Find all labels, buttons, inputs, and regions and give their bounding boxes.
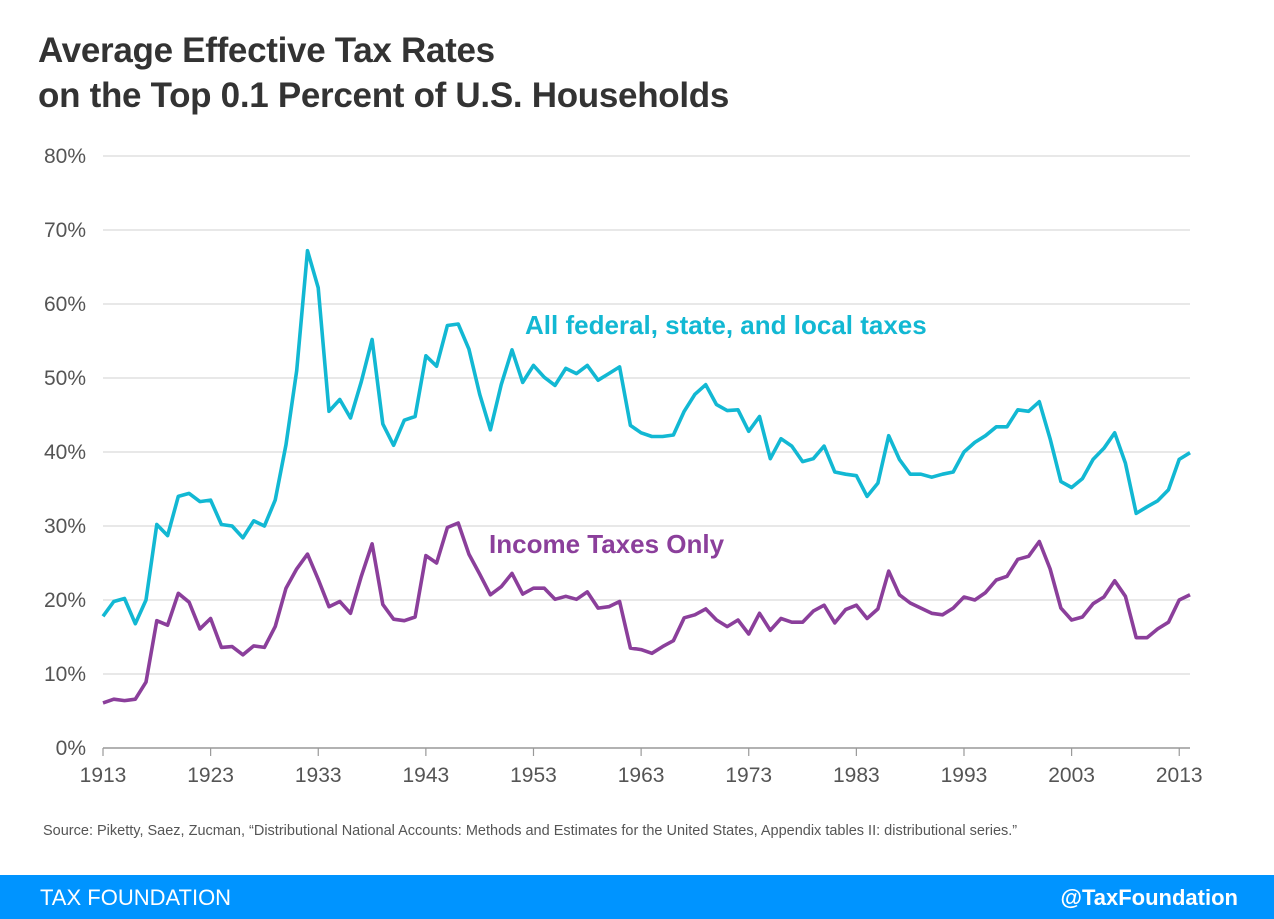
title-line-1: Average Effective Tax Rates [38,31,495,70]
y-tick-label: 50% [44,367,86,390]
x-tick-label: 1933 [295,764,342,787]
y-axis: 0% 10% 20% 30% 40% 50% 60% 70% 80% [44,145,86,760]
footer-brand: TAX FOUNDATION [40,885,232,910]
series-lines [101,248,1191,705]
x-tick-label: 2013 [1156,764,1203,787]
x-tick-label: 2003 [1048,764,1095,787]
x-tick-label: 1963 [618,764,665,787]
y-tick-label: 20% [44,589,86,612]
title-line-2: on the Top 0.1 Percent of U.S. Household… [38,76,730,115]
x-tick-label: 1943 [403,764,450,787]
x-tick-label: 1983 [833,764,880,787]
x-tick-label: 1923 [187,764,234,787]
x-tick-label: 1973 [725,764,772,787]
x-tick-label: 1993 [941,764,988,787]
series-label-income-taxes: Income Taxes Only [489,529,725,559]
footer-bar: TAX FOUNDATION @TaxFoundation [0,875,1274,919]
source-note: Source: Piketty, Saez, Zucman, “Distribu… [43,823,1018,839]
y-tick-label: 30% [44,515,86,538]
chart-title: Average Effective Tax Rates on the Top 0… [38,28,729,118]
y-tick-label: 60% [44,293,86,316]
x-tick-label: 1913 [80,764,127,787]
x-axis: 1913 1923 1933 1943 1953 1963 1973 1983 1993 2003… [80,748,1203,787]
series-label-all-taxes: All federal, state, and local taxes [525,310,927,340]
x-tick-label: 1953 [510,764,557,787]
series-line-income-taxes [102,521,1191,705]
y-tick-label: 70% [44,219,86,242]
y-tick-label: 10% [44,663,86,686]
footer-handle: @TaxFoundation [1060,885,1238,910]
gridlines [103,155,1190,749]
y-tick-label: 0% [56,737,86,760]
y-tick-label: 80% [44,145,86,168]
y-tick-label: 40% [44,441,86,464]
line-chart: 0%10%20%30%40%50%60%70%80% 1913 1923 1933 1… [44,145,1203,787]
series-line-all-taxes [101,248,1191,626]
